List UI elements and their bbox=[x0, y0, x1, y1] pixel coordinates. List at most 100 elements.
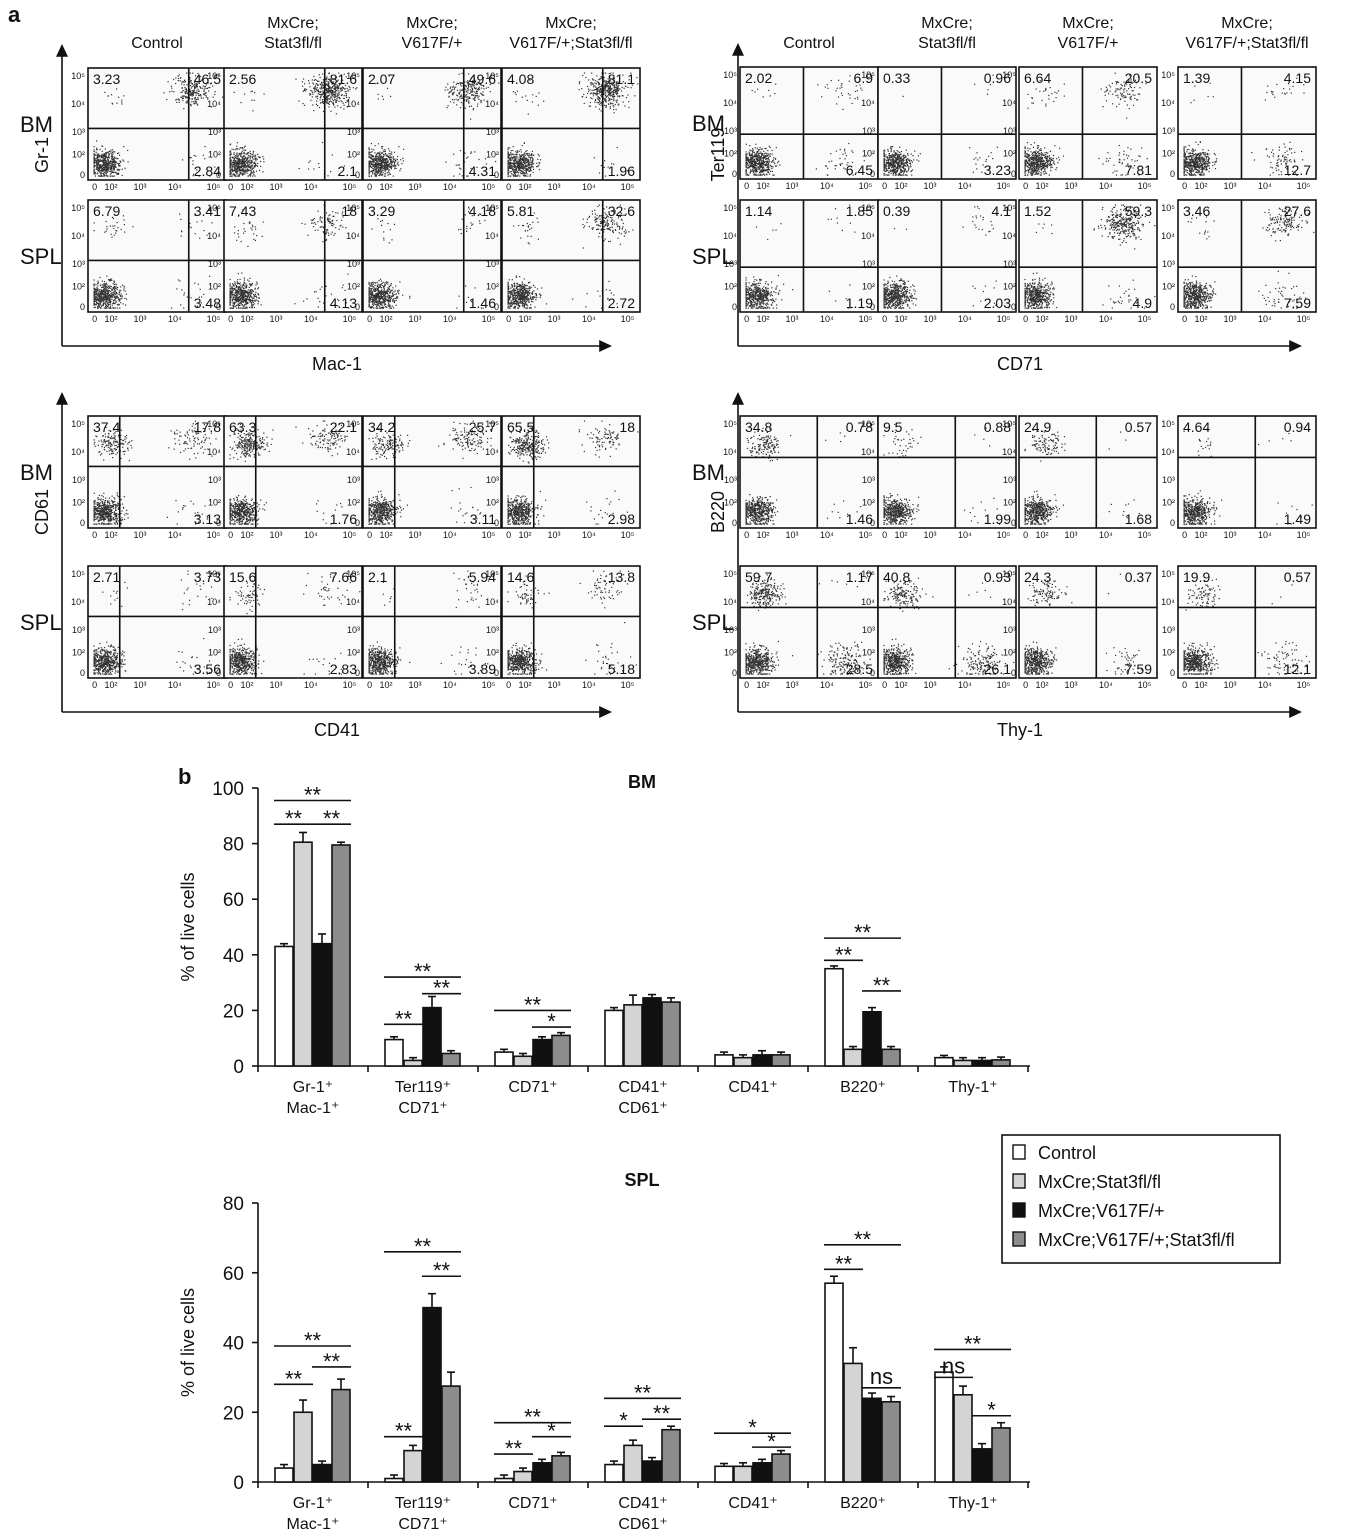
quadrant-ur-value: 25.7 bbox=[469, 419, 496, 435]
plot-frame bbox=[1018, 199, 1158, 313]
y-tick-label: 10⁵ bbox=[1002, 203, 1016, 213]
quadrant-lr-value: 4.31 bbox=[469, 163, 496, 179]
y-tick-label: 10⁴ bbox=[861, 597, 875, 607]
category-label: CD61⁺ bbox=[618, 1516, 667, 1533]
chart-title: SPL bbox=[624, 1170, 659, 1190]
x-tick-label: 0 bbox=[92, 182, 97, 192]
x-tick-label: 0 bbox=[367, 182, 372, 192]
bar bbox=[642, 1460, 662, 1483]
x-tick-label: 0 bbox=[882, 314, 887, 324]
y-tick-label: 10² bbox=[208, 282, 221, 292]
y-tick-label: 0 bbox=[1170, 518, 1175, 528]
y-tick-label: 10⁵ bbox=[346, 419, 360, 429]
x-tick-label: 0 bbox=[506, 182, 511, 192]
significance-label: ** bbox=[835, 1251, 853, 1276]
legend-swatch bbox=[1012, 1144, 1026, 1160]
bar bbox=[422, 1006, 442, 1067]
y-tick-label: 0 bbox=[494, 518, 499, 528]
quadrant-ur-value: 7.66 bbox=[330, 569, 357, 585]
event-dots bbox=[883, 206, 1010, 309]
x-tick-label: 10⁴ bbox=[582, 314, 596, 324]
x-tick-label: 10⁵ bbox=[207, 314, 221, 324]
quadrant-ul-value: 24.9 bbox=[1024, 419, 1051, 435]
quadrant-lr-value: 4.13 bbox=[330, 295, 357, 311]
y-tick-label: 10² bbox=[862, 149, 875, 159]
quadrant-ul-value: 1.14 bbox=[745, 203, 772, 219]
legend: Control MxCre;Stat3fl/fl MxCre;V617F/+ MxCr… bbox=[1001, 1134, 1281, 1264]
y-tick-label: 10³ bbox=[862, 625, 875, 635]
x-tick-label: 10² bbox=[380, 314, 393, 324]
event-dots bbox=[507, 420, 639, 525]
y-tick-label: 10⁴ bbox=[207, 597, 221, 607]
event-dots bbox=[507, 570, 637, 675]
significance-label: ** bbox=[854, 1227, 872, 1252]
y-axis-label: % of live cells bbox=[178, 1288, 198, 1397]
y-tick-label: 10³ bbox=[1162, 126, 1175, 136]
y-tick-label: 0 bbox=[870, 668, 875, 678]
bar bbox=[972, 1448, 992, 1483]
y-tick-label: 10³ bbox=[862, 126, 875, 136]
x-tick-label: 0 bbox=[1023, 680, 1028, 690]
quadrant-ur-value: 1.17 bbox=[846, 569, 873, 585]
tissue-label: SPL bbox=[20, 610, 62, 635]
y-tick-label: 10² bbox=[72, 648, 85, 658]
bar bbox=[494, 1051, 514, 1067]
category-label: Gr-1⁺ bbox=[293, 1495, 333, 1512]
x-tick-label: 10² bbox=[895, 680, 908, 690]
x-tick-label: 10⁴ bbox=[582, 530, 596, 540]
y-tick-label: 10⁴ bbox=[1161, 597, 1175, 607]
category-label: CD71⁺ bbox=[508, 1495, 557, 1512]
event-dots bbox=[229, 420, 348, 525]
y-tick-label: 10⁵ bbox=[485, 71, 499, 81]
plot-frame bbox=[877, 565, 1017, 679]
y-tick-label: 10² bbox=[1162, 149, 1175, 159]
y-tick-label: 10⁴ bbox=[861, 231, 875, 241]
quadrant-ur-value: 49.6 bbox=[469, 71, 496, 87]
quadrant-ur-value: 5.94 bbox=[469, 569, 496, 585]
significance-label: * bbox=[748, 1415, 757, 1440]
x-tick-label: 10⁴ bbox=[168, 680, 182, 690]
y-axis-arrow bbox=[56, 392, 68, 405]
x-tick-label: 10² bbox=[1036, 530, 1049, 540]
x-tick-label: 0 bbox=[367, 314, 372, 324]
x-tick-label: 10³ bbox=[786, 680, 799, 690]
bar bbox=[843, 1048, 863, 1067]
y-tick-label: 10² bbox=[1162, 648, 1175, 658]
quadrant-lr-value: 1.96 bbox=[608, 163, 635, 179]
quadrant-ur-value: 0.94 bbox=[1284, 419, 1311, 435]
y-tick-label: 10⁵ bbox=[485, 569, 499, 579]
x-tick-label: 10⁵ bbox=[482, 314, 496, 324]
group-header: MxCre; bbox=[267, 15, 319, 32]
quadrant-ul-value: 19.9 bbox=[1183, 569, 1210, 585]
significance-label: ** bbox=[854, 920, 872, 945]
bar bbox=[733, 1465, 753, 1483]
y-tick-label: 10⁴ bbox=[485, 99, 499, 109]
x-tick-label: 10² bbox=[519, 530, 532, 540]
event-dots bbox=[745, 427, 862, 525]
x-axis-arrow bbox=[599, 340, 612, 352]
legend-label: MxCre;V617F/+ bbox=[1038, 1201, 1165, 1221]
bar-chart: BM 0 20 40 60 80 100 % of live cells Gr-1⁺ Mac-1⁺… bbox=[178, 772, 1030, 1117]
x-tick-label: 10³ bbox=[924, 530, 937, 540]
y-tick-label: 10² bbox=[208, 150, 221, 160]
x-tick-label: 10⁵ bbox=[621, 680, 635, 690]
x-tick-label: 10³ bbox=[1224, 680, 1237, 690]
x-tick-label: 10³ bbox=[134, 182, 147, 192]
y-tick-label: 10² bbox=[862, 282, 875, 292]
y-tick-label: 10⁵ bbox=[723, 70, 737, 80]
y-tick-label: 10⁵ bbox=[861, 70, 875, 80]
x-tick-label: 10⁴ bbox=[443, 530, 457, 540]
bar bbox=[532, 1462, 552, 1483]
y-tick-label: 10³ bbox=[1162, 475, 1175, 485]
x-tick-label: 10⁴ bbox=[443, 314, 457, 324]
quadrant-ul-value: 6.79 bbox=[93, 203, 120, 219]
x-tick-label: 0 bbox=[1023, 530, 1028, 540]
flow-panel: BM3.23 46.52.840 10² 10³ 10⁴ 10⁵010²10³10⁴10⁵… bbox=[20, 44, 641, 374]
quadrant-ur-value: 22.1 bbox=[330, 419, 357, 435]
y-tick-label: 10⁴ bbox=[71, 231, 85, 241]
y-tick-label: 10³ bbox=[72, 259, 85, 269]
